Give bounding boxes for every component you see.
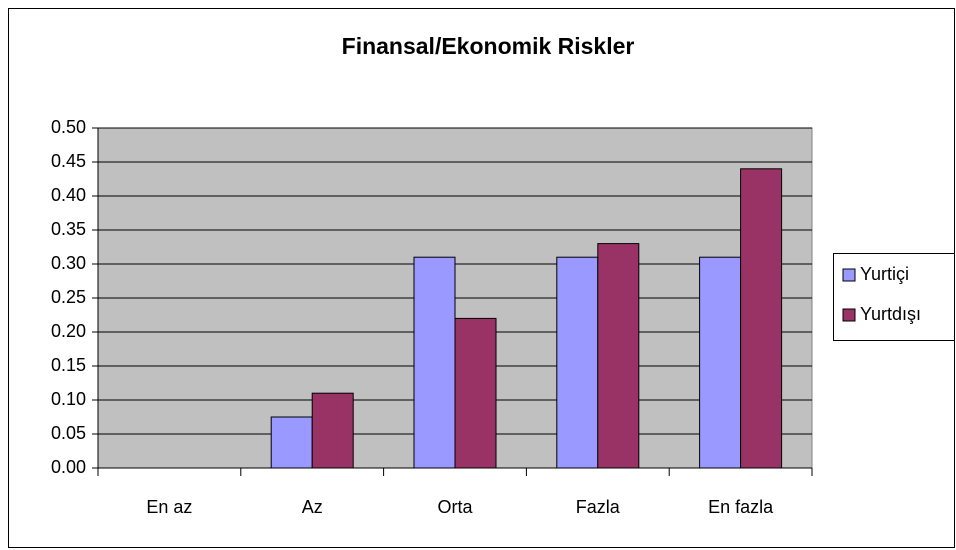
y-tick-label: 0.15: [51, 355, 86, 375]
y-tick-label: 0.00: [51, 457, 86, 477]
x-tick-label: Orta: [437, 497, 473, 517]
y-tick-label: 0.10: [51, 389, 86, 409]
x-tick-label: Fazla: [576, 497, 621, 517]
bar: [699, 256, 742, 469]
y-tick-label: 0.20: [51, 321, 86, 341]
bar: [311, 392, 354, 469]
x-tick-label: En fazla: [708, 497, 774, 517]
legend-label: Yurtdışı: [860, 304, 921, 324]
y-tick-label: 0.30: [51, 253, 86, 273]
legend-label: Yurtiçi: [860, 264, 909, 284]
bar: [597, 243, 640, 469]
bar: [740, 168, 783, 469]
y-tick-label: 0.05: [51, 423, 86, 443]
chart-title: Finansal/Ekonomik Riskler: [342, 33, 635, 59]
bar: [270, 416, 313, 469]
bar: [556, 256, 599, 469]
legend-swatch: [842, 308, 856, 322]
y-tick-label: 0.25: [51, 287, 86, 307]
y-tick-label: 0.35: [51, 219, 86, 239]
bar: [413, 256, 456, 469]
y-tick-label: 0.45: [51, 151, 86, 171]
x-tick-label: Az: [302, 497, 323, 517]
x-tick-label: En az: [146, 497, 192, 517]
bar: [454, 317, 497, 469]
y-tick-label: 0.40: [51, 185, 86, 205]
legend-box: [833, 253, 955, 341]
legend-swatch: [842, 268, 856, 282]
y-tick-label: 0.50: [51, 117, 86, 137]
